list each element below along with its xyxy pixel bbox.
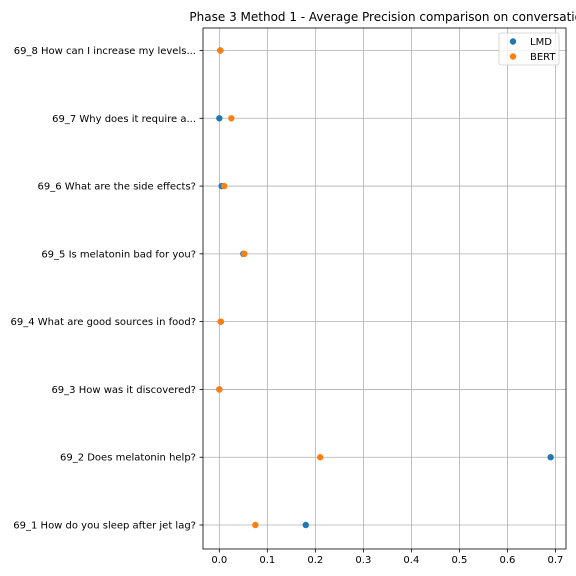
data-point (216, 386, 223, 393)
data-point (302, 521, 309, 529)
data-points (216, 47, 554, 529)
grid-lines (203, 28, 566, 549)
x-tick-label: 0.4 (403, 555, 419, 566)
y-tick-label: 69_5 Is melatonin bad for you? (41, 249, 196, 260)
y-tick-label: 69_7 Why does it require a... (52, 114, 196, 125)
y-tick-label: 69_3 How was it discovered? (51, 385, 196, 396)
x-tick-label: 0.3 (355, 555, 371, 566)
data-point (241, 250, 248, 258)
series-lmd (216, 47, 554, 529)
legend-label: BERT (530, 52, 556, 63)
data-point (252, 521, 259, 529)
data-point (216, 115, 223, 122)
data-point (217, 47, 224, 54)
y-tick-label: 69_6 What are the side effects? (38, 182, 196, 193)
legend-marker (509, 38, 517, 45)
chart-title: Phase 3 Method 1 - Average Precision com… (189, 10, 576, 24)
y-tick-label: 69_1 How do you sleep after jet lag? (13, 521, 196, 532)
legend: LMD BERT (498, 32, 560, 66)
x-tick-label: 0.7 (547, 555, 563, 566)
x-tick-label: 0.0 (211, 555, 227, 566)
x-tick-label: 0.5 (451, 555, 467, 566)
legend-marker (509, 53, 517, 60)
data-point (220, 182, 228, 190)
data-point (228, 115, 235, 122)
y-tick-label: 69_4 What are good sources in food? (11, 317, 196, 328)
x-tick-label: 0.2 (307, 555, 323, 566)
y-tick-label: 69_2 Does melatonin help? (60, 453, 196, 464)
legend-label: LMD (530, 37, 552, 48)
x-tick-label: 0.6 (499, 555, 515, 566)
series-bert (216, 47, 324, 529)
data-point (217, 318, 224, 325)
y-tick-label: 69_8 How can I increase my levels... (14, 46, 196, 57)
x-tick-label: 0.1 (259, 555, 275, 566)
axes-frame (202, 27, 567, 550)
axis-ticks: 0.0 0.1 0.2 0.3 0.4 0.5 0.6 0.7 69_1 How do you … (11, 46, 564, 566)
data-point (316, 454, 324, 461)
data-point (547, 454, 554, 461)
